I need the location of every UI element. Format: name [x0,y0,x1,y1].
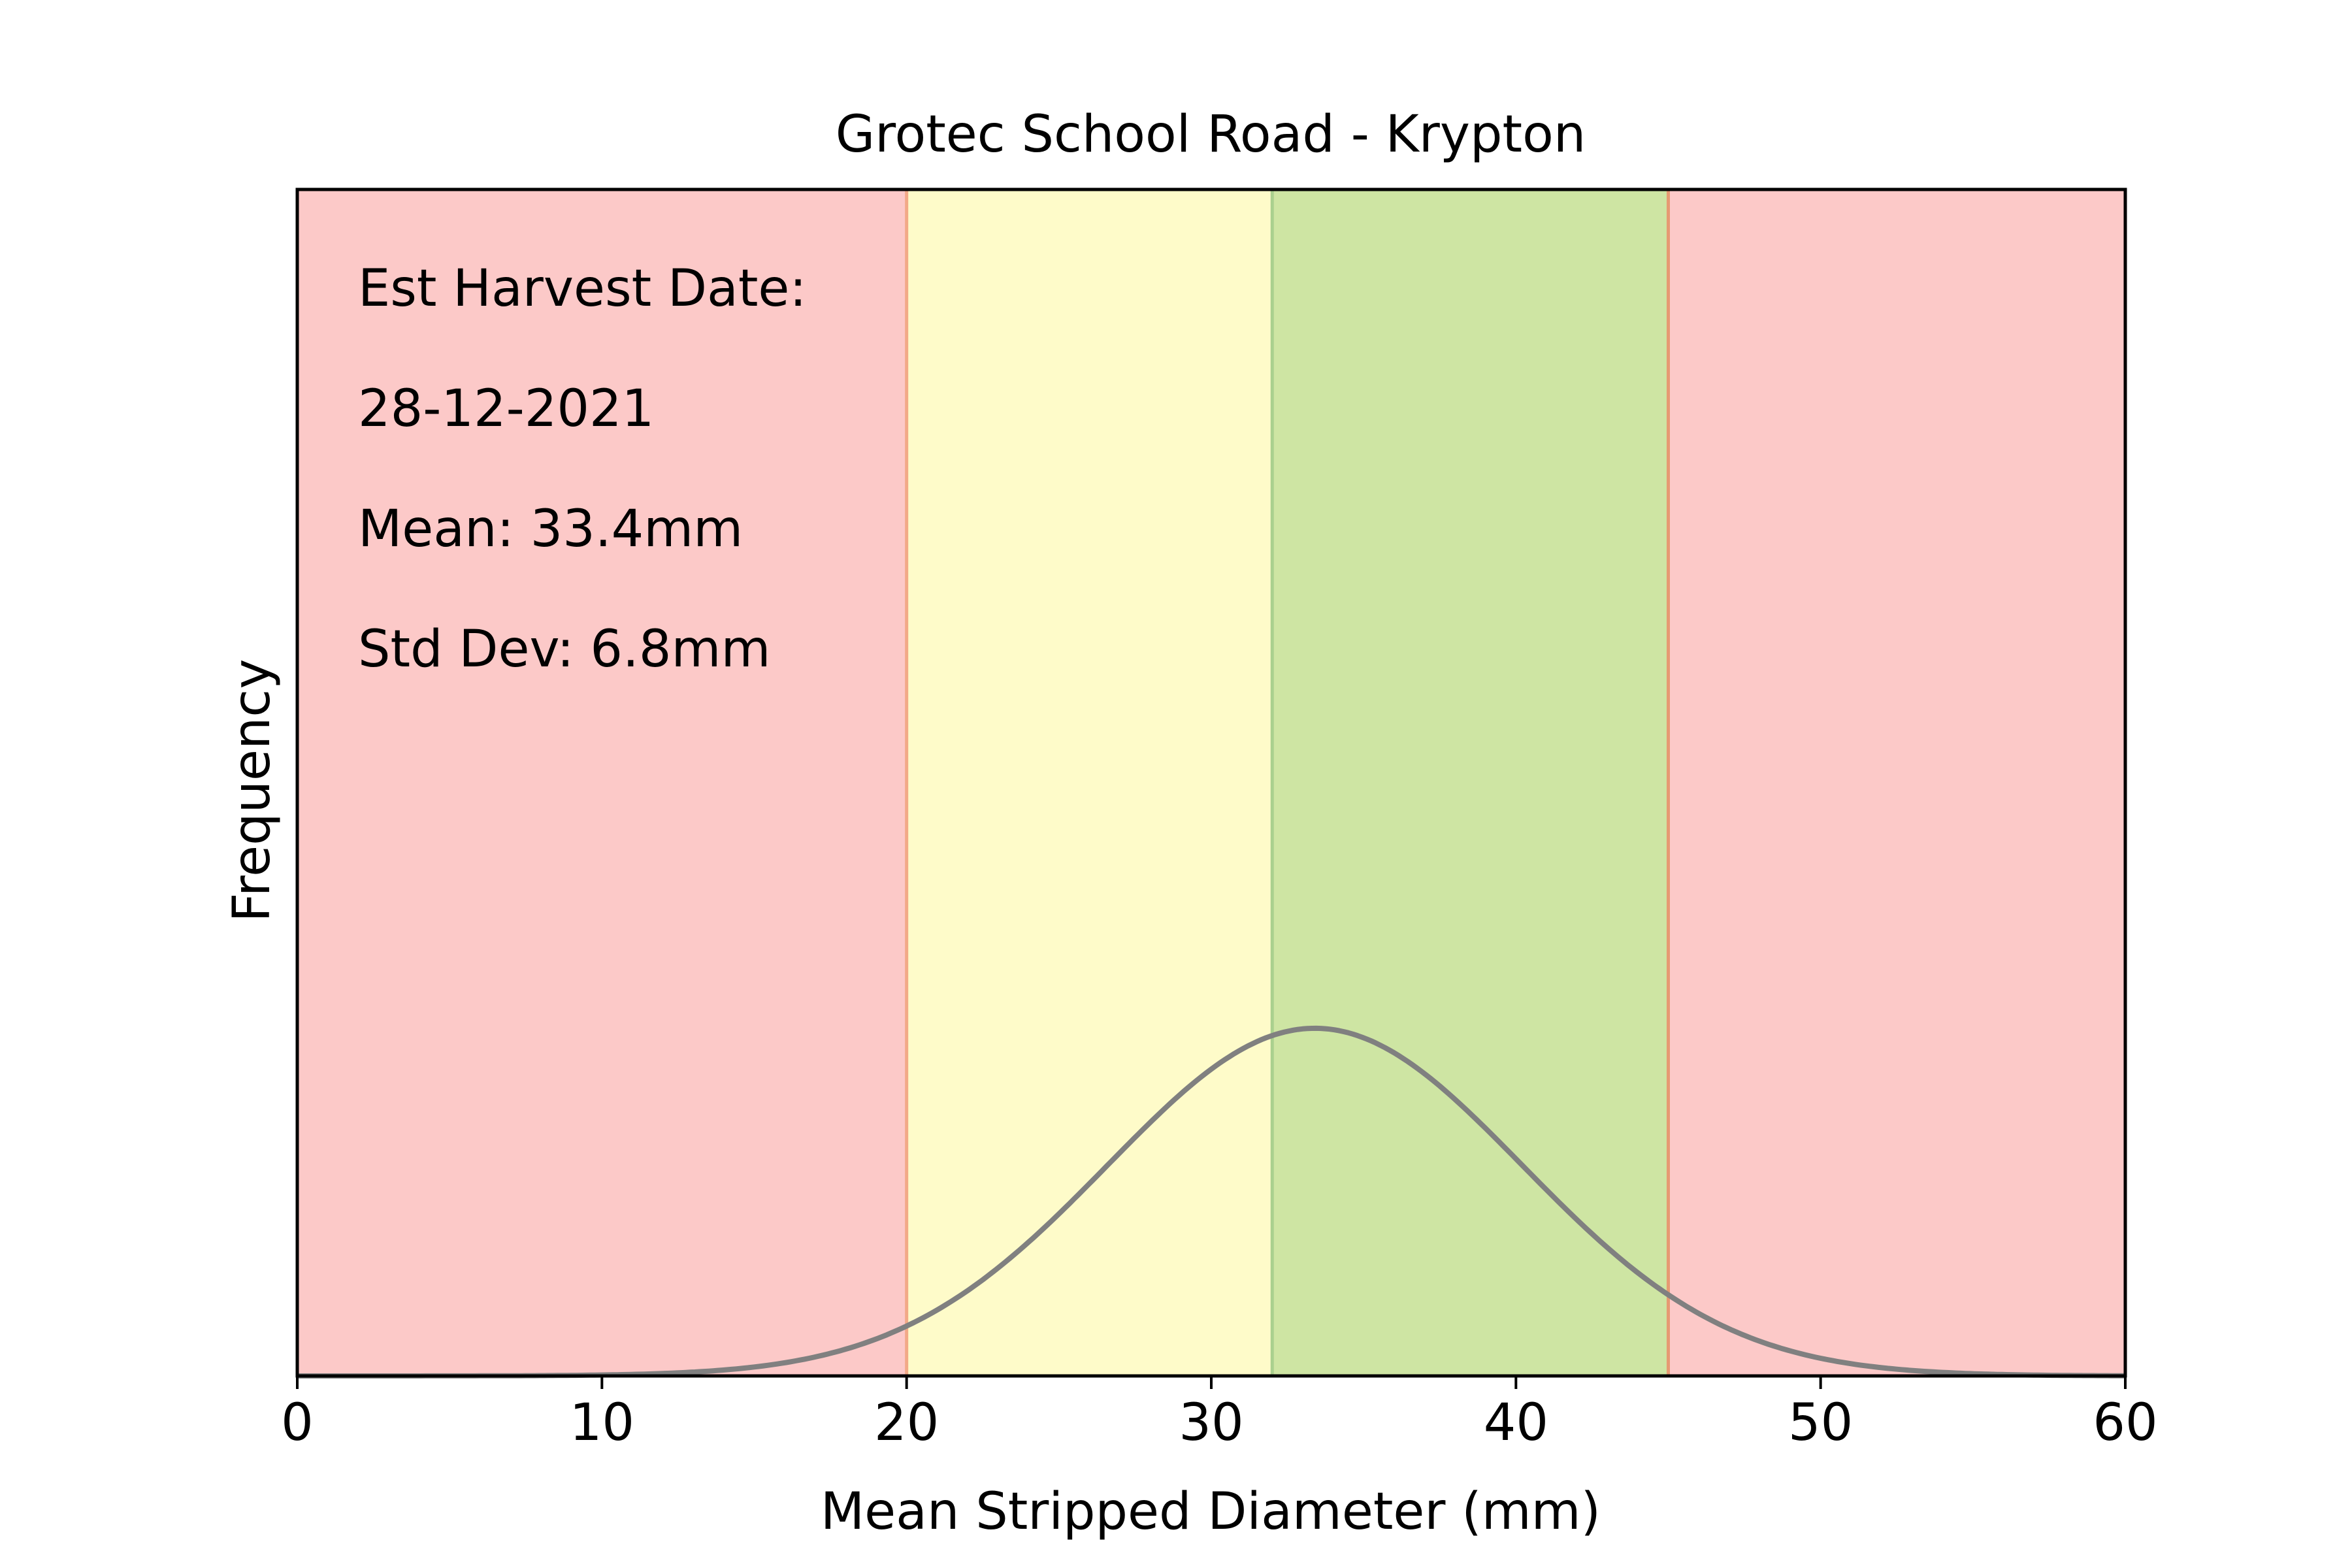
zone-band-1 [906,189,1273,1376]
zone-bands [297,189,2125,1376]
zone-band-3 [1668,189,2125,1376]
annotation-line-1: 28-12-2021 [358,380,654,438]
annotation-line-3: Std Dev: 6.8mm [358,620,770,679]
annotation-block: Est Harvest Date: 28-12-2021 Mean: 33.4mm S… [358,259,807,679]
annotation-line-2: Mean: 33.4mm [358,500,743,559]
zone-band-2 [1272,189,1669,1376]
x-tick-label-10: 10 [570,1394,634,1452]
x-tick-label-20: 20 [874,1394,939,1452]
x-axis-label: Mean Stripped Diameter (mm) [821,1482,1601,1541]
zone-band-edges [905,189,1670,1376]
x-tick-label-60: 60 [2093,1394,2157,1452]
y-axis-label: Frequency [223,659,282,923]
x-tick-label-0: 0 [281,1394,314,1452]
x-tick-label-40: 40 [1484,1394,1548,1452]
x-tick-label-30: 30 [1179,1394,1243,1452]
annotation-line-0: Est Harvest Date: [358,259,807,318]
zone-band-0 [297,189,907,1376]
chart-title: Grotec School Road - Krypton [836,105,1586,164]
x-axis-ticks: 0 10 20 30 40 50 60 [281,1376,2158,1452]
x-tick-label-50: 50 [1788,1394,1853,1452]
